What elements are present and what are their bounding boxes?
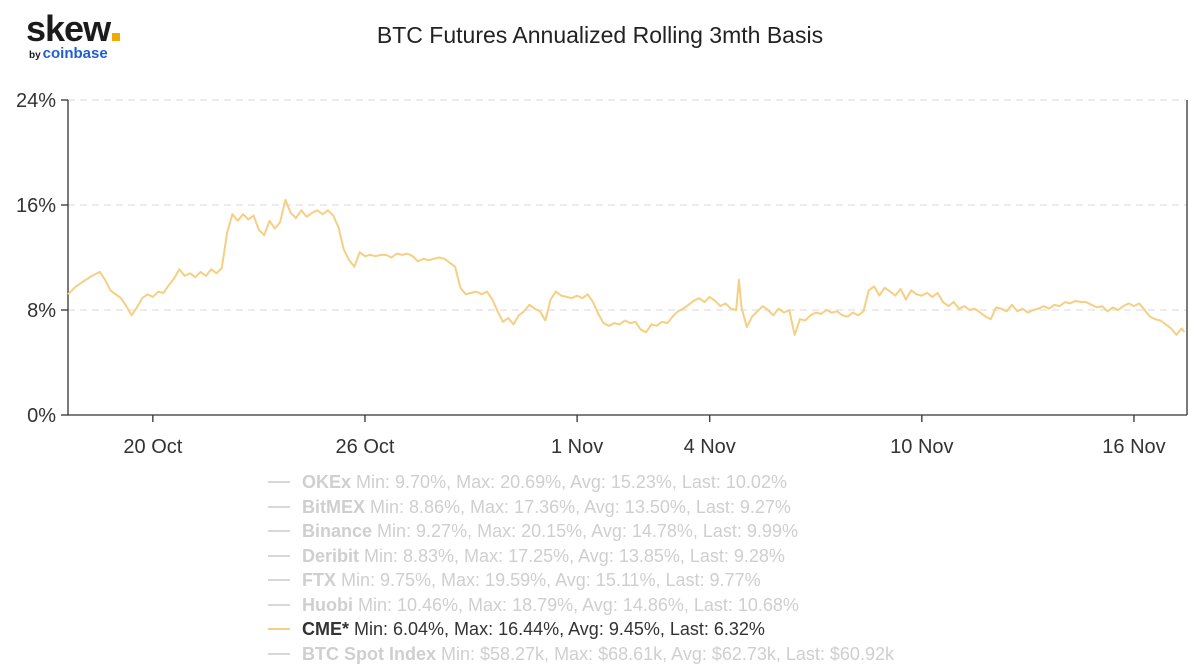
y-tick-label: 24% xyxy=(16,90,56,112)
logo-dot-icon xyxy=(112,33,121,41)
legend-line-icon xyxy=(268,505,290,508)
legend-series-stats: Min: 10.46%, Max: 18.79%, Avg: 14.86%, L… xyxy=(358,594,799,615)
legend-line-icon xyxy=(268,628,290,631)
brand-logo: skew by coinbase xyxy=(26,8,121,62)
legend-item[interactable]: BTC Spot Index Min: $58.27k, Max: $68.61k… xyxy=(268,642,894,667)
legend-line-icon xyxy=(268,530,290,533)
y-axis-ticks: 0% 8% 16% 24% xyxy=(16,90,68,427)
legend-series-stats: Min: 9.70%, Max: 20.69%, Avg: 15.23%, La… xyxy=(356,472,787,493)
x-axis-ticks: 20 Oct 26 Oct 1 Nov 4 Nov 10 Nov 16 Nov xyxy=(123,415,1166,458)
legend-series-name: BTC Spot Index xyxy=(302,643,436,664)
logo-wordmark: skew xyxy=(26,8,111,49)
legend-series-stats: Min: 8.86%, Max: 17.36%, Avg: 13.50%, La… xyxy=(370,496,791,517)
legend-series-stats: Min: 9.27%, Max: 20.15%, Avg: 14.78%, La… xyxy=(377,521,798,542)
legend-series-name: OKEx xyxy=(302,472,352,493)
legend-line-icon xyxy=(268,652,290,655)
legend-line-icon xyxy=(268,579,290,582)
x-tick-label: 16 Nov xyxy=(1102,436,1165,458)
legend-item[interactable]: Deribit Min: 8.83%, Max: 17.25%, Avg: 13.… xyxy=(268,544,894,569)
series-layer xyxy=(67,198,1186,336)
x-tick-label: 26 Oct xyxy=(336,436,395,458)
legend-series-name: Deribit xyxy=(302,545,360,566)
legend-item[interactable]: BitMEX Min: 8.86%, Max: 17.36%, Avg: 13.5… xyxy=(268,495,894,520)
legend-line-icon xyxy=(268,481,290,484)
y-tick-label: 16% xyxy=(16,195,56,217)
x-tick-label: 1 Nov xyxy=(551,436,603,458)
x-tick-label: 20 Oct xyxy=(123,436,182,458)
x-tick-label: 4 Nov xyxy=(684,436,736,458)
legend-item[interactable]: Binance Min: 9.27%, Max: 20.15%, Avg: 14.… xyxy=(268,519,894,544)
legend-line-icon xyxy=(268,603,290,606)
logo-by: by xyxy=(29,50,41,61)
legend-item[interactable]: FTX Min: 9.75%, Max: 19.59%, Avg: 15.11%,… xyxy=(268,568,894,593)
series-line-cme xyxy=(67,198,1186,336)
chart-title: BTC Futures Annualized Rolling 3mth Basi… xyxy=(376,22,824,48)
legend-line-icon xyxy=(268,554,290,557)
legend-series-stats: Min: $58.27k, Max: $68.61k, Avg: $62.73k… xyxy=(441,643,894,664)
chart-axes xyxy=(67,100,1188,416)
legend-series-name: Huobi xyxy=(302,594,353,615)
legend-series-stats: Min: 6.04%, Max: 16.44%, Avg: 9.45%, Las… xyxy=(354,619,765,640)
legend-item[interactable]: Huobi Min: 10.46%, Max: 18.79%, Avg: 14.8… xyxy=(268,593,894,618)
legend-item[interactable]: CME* Min: 6.04%, Max: 16.44%, Avg: 9.45%,… xyxy=(268,617,894,642)
y-tick-label: 8% xyxy=(27,300,56,322)
y-tick-label: 0% xyxy=(27,405,56,427)
chart-legend: OKEx Min: 9.70%, Max: 20.69%, Avg: 15.23%… xyxy=(268,470,894,666)
legend-item[interactable]: OKEx Min: 9.70%, Max: 20.69%, Avg: 15.23%… xyxy=(268,470,894,495)
grid-lines xyxy=(68,99,1187,311)
legend-series-name: FTX xyxy=(302,570,336,591)
legend-series-name: BitMEX xyxy=(302,496,365,517)
legend-series-stats: Min: 9.75%, Max: 19.59%, Avg: 15.11%, La… xyxy=(341,570,761,591)
x-tick-label: 10 Nov xyxy=(890,436,953,458)
legend-series-name: CME* xyxy=(302,619,350,640)
logo-coinbase: coinbase xyxy=(42,45,108,62)
legend-series-name: Binance xyxy=(302,521,373,542)
legend-series-stats: Min: 8.83%, Max: 17.25%, Avg: 13.85%, La… xyxy=(364,545,785,566)
